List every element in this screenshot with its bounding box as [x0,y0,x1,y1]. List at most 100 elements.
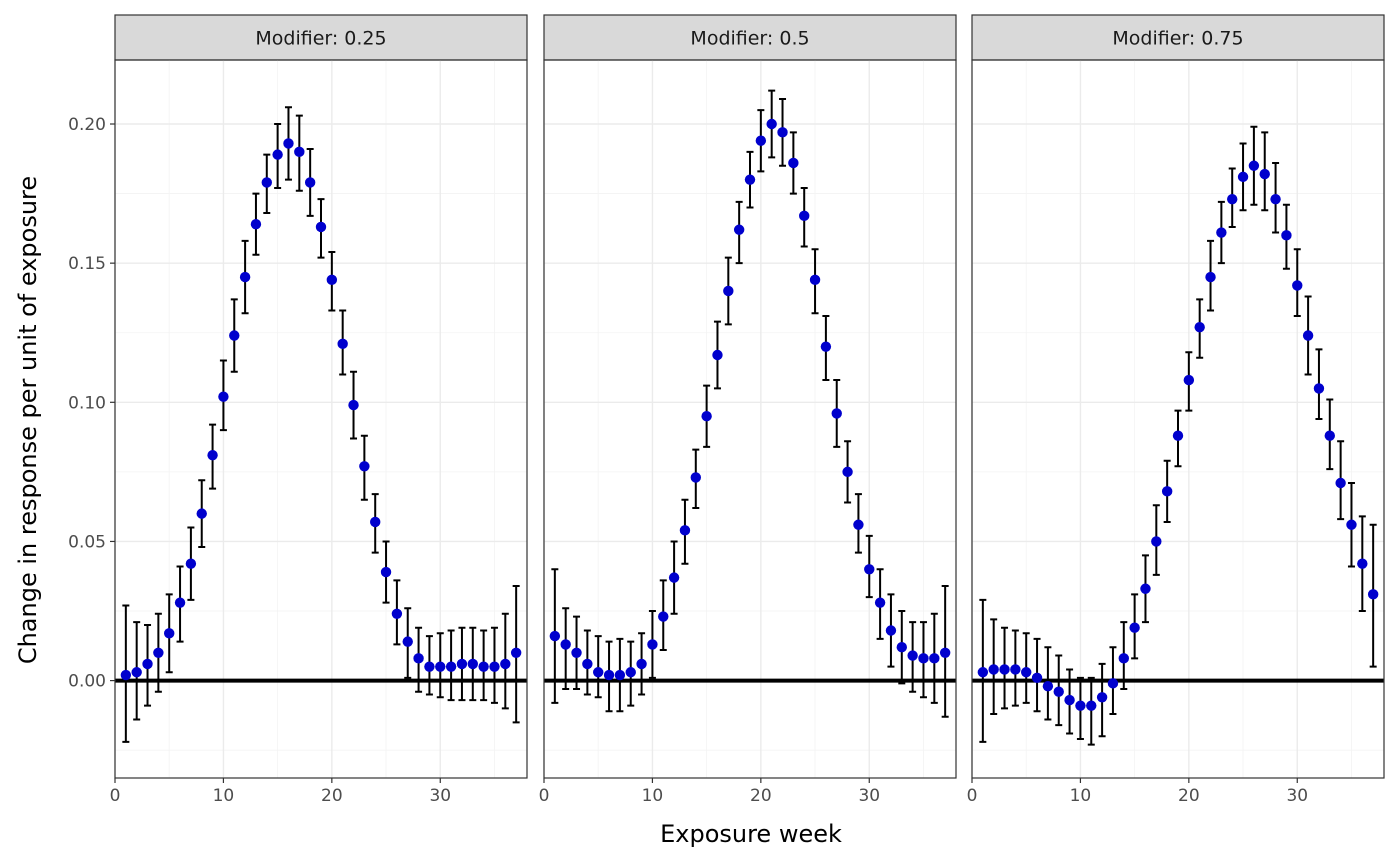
panel-2: Modifier: 0.5 0 10 20 30 [539,14,957,806]
data-point [571,647,582,658]
data-point [896,642,907,653]
data-point [977,667,989,678]
data-point [885,625,897,636]
data-point [413,653,424,664]
data-point [283,138,294,149]
x-axis-title: Exposure week [660,820,842,848]
y-tick-label: 0.15 [68,254,106,274]
panel-3: Modifier: 0.75 0 10 20 30 [967,14,1385,806]
panel-border [543,59,957,779]
data-point [733,224,745,235]
panel-1: Modifier: 0.25 0 10 20 30 0.00 0.05 0.10 0.15 0.2… [68,14,528,806]
data-point [1216,227,1227,238]
data-point [988,664,999,675]
data-point [380,566,392,578]
data-point [999,664,1010,675]
data-point [636,658,647,670]
data-point [1248,160,1260,171]
data-point [1096,692,1108,703]
data-point [1042,680,1054,692]
data-point [1194,321,1205,333]
x-tick-label: 30 [858,786,880,806]
data-point [1292,280,1303,291]
data-point [359,461,370,472]
data-point [1053,686,1064,697]
data-point [467,658,478,670]
data-point [603,669,615,681]
data-point [142,658,153,670]
data-point [1270,193,1281,205]
data-point [120,669,132,681]
data-point [1151,536,1162,547]
data-point [1086,700,1097,711]
data-point [370,516,381,528]
data-point [658,611,669,622]
panel-strip-label: Modifier: 0.25 [255,28,386,50]
data-point [239,271,251,283]
data-point [1075,700,1086,711]
data-point [809,274,821,286]
data-point [131,667,142,678]
x-tick-label: 10 [213,786,235,806]
panel-border [971,59,1385,779]
data-point [185,558,197,569]
data-point [679,525,691,536]
data-point [1064,694,1075,706]
data-point [820,341,832,352]
x-tick-label: 10 [1070,786,1092,806]
data-point [229,330,240,341]
data-point [1172,430,1184,441]
data-point [1259,168,1270,180]
data-point [315,221,327,233]
data-point [1031,672,1043,684]
error-bar [1087,676,1095,746]
data-point [445,661,457,672]
data-point [456,658,468,670]
data-point [701,411,712,422]
data-point [625,667,636,678]
data-point [500,658,511,670]
x-tick-label: 20 [1178,786,1200,806]
data-point [1010,664,1021,675]
x-tick-label: 30 [429,786,451,806]
panel-strip-label: Modifier: 0.75 [1112,28,1243,50]
data-point [435,661,446,672]
data-point [1281,230,1292,241]
x-tick-label: 20 [750,786,772,806]
x-tick-label: 20 [321,786,343,806]
data-point [1324,430,1335,441]
data-point [153,647,164,658]
data-point [337,338,348,350]
error-bar [594,635,602,699]
data-point [777,127,788,138]
data-point [874,597,886,608]
data-point [424,661,435,672]
data-point [1021,667,1032,678]
data-point [207,449,218,461]
data-point [272,149,283,160]
data-point [1129,622,1140,633]
data-point [1118,653,1129,664]
data-point [549,630,561,642]
data-point [668,572,680,583]
data-point [755,135,767,146]
data-point [723,285,734,297]
data-point [853,519,864,530]
data-point [842,466,853,478]
data-point [1367,589,1379,600]
data-point [1335,477,1346,489]
data-point [510,647,522,658]
x-tick-label: 0 [967,786,978,806]
data-point [560,639,571,650]
panel-strip-label: Modifier: 0.5 [690,28,809,50]
data-point [1140,583,1151,594]
panel-strip [114,14,528,61]
panel-strip [543,14,957,61]
data-point [250,218,262,230]
data-point [1183,374,1195,386]
data-point [174,597,186,608]
data-point [1227,193,1238,205]
data-point [1302,330,1314,341]
x-tick-label: 10 [642,786,664,806]
data-point [261,177,272,188]
